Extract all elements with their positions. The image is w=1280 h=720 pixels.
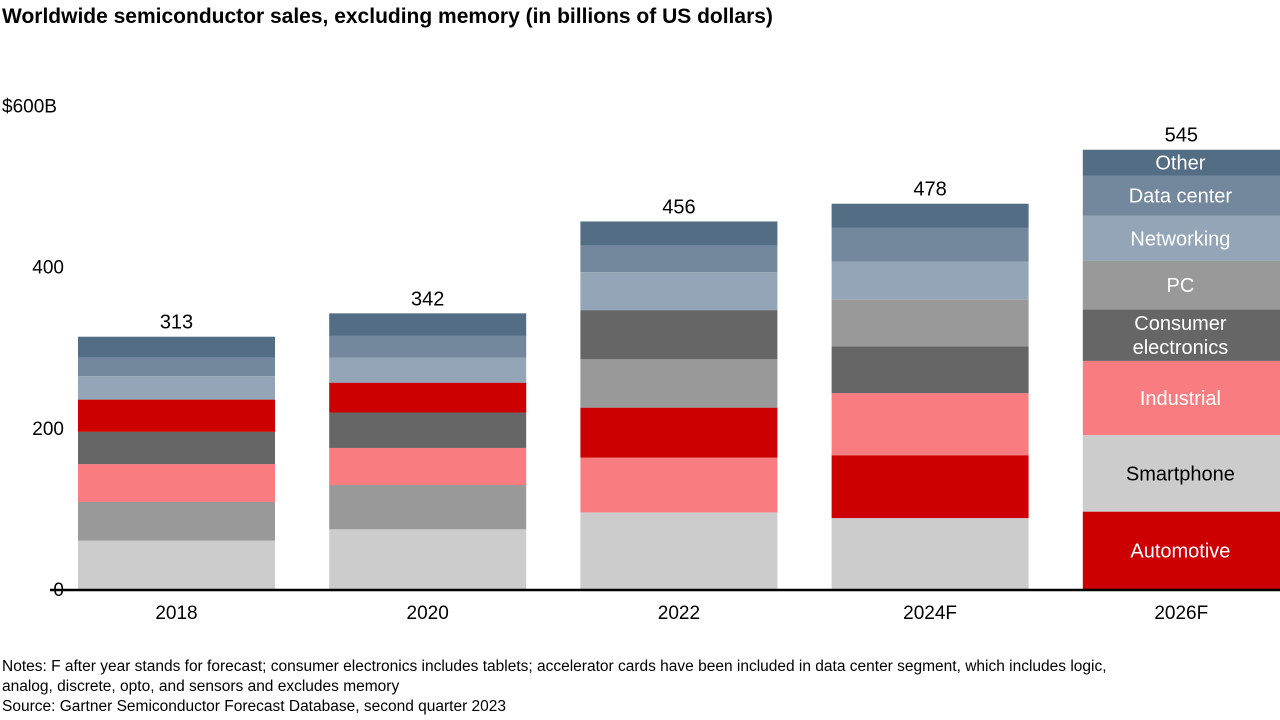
bar-segment-automotive-2018 [78,399,275,432]
x-tick-label: 2026F [1154,603,1208,624]
bar-segment-consumer-electronics-2026F [1082,309,1280,361]
notes-line-1: Notes: F after year stands for forecast;… [2,658,1107,675]
bar-segment-industrial-2024F [831,393,1029,456]
bar-segment-consumer-electronics-2018 [78,431,275,465]
bar-total-label: 478 [913,179,946,201]
bar-segment-smartphone-2018 [78,540,275,589]
bar-segment-consumer-electronics-2020 [329,412,527,448]
y-tick-label: $600B [2,96,57,117]
bar-segment-pc-2024F [831,299,1029,347]
bar-segment-industrial-2022 [580,457,778,513]
bar-segment-networking-2024F [831,261,1029,300]
bar-segment-consumer-electronics-2024F [831,346,1029,394]
segment-label: Other [1155,153,1205,175]
bar-segment-networking-2020 [329,357,527,383]
bar-segment-other-2026F [1082,149,1280,176]
bar-total-label: 456 [662,196,695,218]
bar-segment-networking-2022 [580,272,778,311]
segment-label: Industrial [1140,388,1221,410]
bar-total-label: 342 [411,288,444,310]
bar-segment-smartphone-2022 [580,512,778,589]
bar-segment-networking-2018 [78,376,275,400]
bar-segment-other-2024F [831,203,1029,228]
bar-segment-automotive-2024F [831,455,1029,519]
bar-segment-smartphone-2024F [831,518,1029,589]
bar-segment-pc-2020 [329,485,527,530]
bar-segment-pc-2018 [78,501,275,541]
bar-total-label: 313 [160,312,193,334]
chart-notes: Notes: F after year stands for forecast;… [2,657,1277,717]
bar-segment-industrial-2018 [78,464,275,502]
source-note: Source: Gartner Semiconductor Forecast D… [2,698,507,715]
bar-segment-pc-2022 [580,359,778,408]
bar-segment-smartphone-2020 [329,529,527,589]
x-tick-label: 2022 [658,603,700,624]
segment-label: Data center [1129,186,1233,208]
bar-segment-automotive-2020 [329,382,527,413]
y-tick-label: 200 [32,419,64,440]
bar-segment-data-center-2022 [580,245,778,273]
segment-label: Networking [1130,228,1230,250]
bar-segment-industrial-2026F [1082,360,1280,436]
x-tick-label: 2020 [407,603,449,624]
bar-segment-other-2020 [329,313,527,336]
segment-label: electronics [1133,337,1229,359]
x-tick-label: 2024F [903,603,957,624]
bar-segment-automotive-2026F [1082,511,1280,589]
bar-segment-industrial-2020 [329,447,527,486]
bar-segment-data-center-2020 [329,335,527,358]
bar-segment-automotive-2022 [580,407,778,458]
segment-label: Smartphone [1126,463,1235,485]
segment-label: Consumer [1134,313,1227,335]
stacked-bar-chart: 0200400$600B3132018342202045620224782024… [2,96,1280,624]
segment-label: PC [1167,275,1195,297]
x-tick-label: 2018 [155,603,197,624]
bar-segment-data-center-2024F [831,227,1029,262]
bar-segment-networking-2026F [1082,215,1280,261]
chart-title: Worldwide semiconductor sales, excluding… [2,5,773,28]
bar-total-label: 545 [1165,125,1198,147]
bar-segment-other-2018 [78,336,275,358]
y-tick-label: 400 [32,258,64,279]
notes-line-2: analog, discrete, opto, and sensors and … [2,678,400,695]
bar-segment-data-center-2026F [1082,175,1280,216]
bar-segment-other-2022 [580,221,778,246]
bar-segment-pc-2026F [1082,260,1280,310]
bar-segment-consumer-electronics-2022 [580,310,778,360]
bar-segment-smartphone-2026F [1082,435,1280,512]
bar-segment-data-center-2018 [78,357,275,377]
segment-label: Automotive [1130,540,1230,562]
